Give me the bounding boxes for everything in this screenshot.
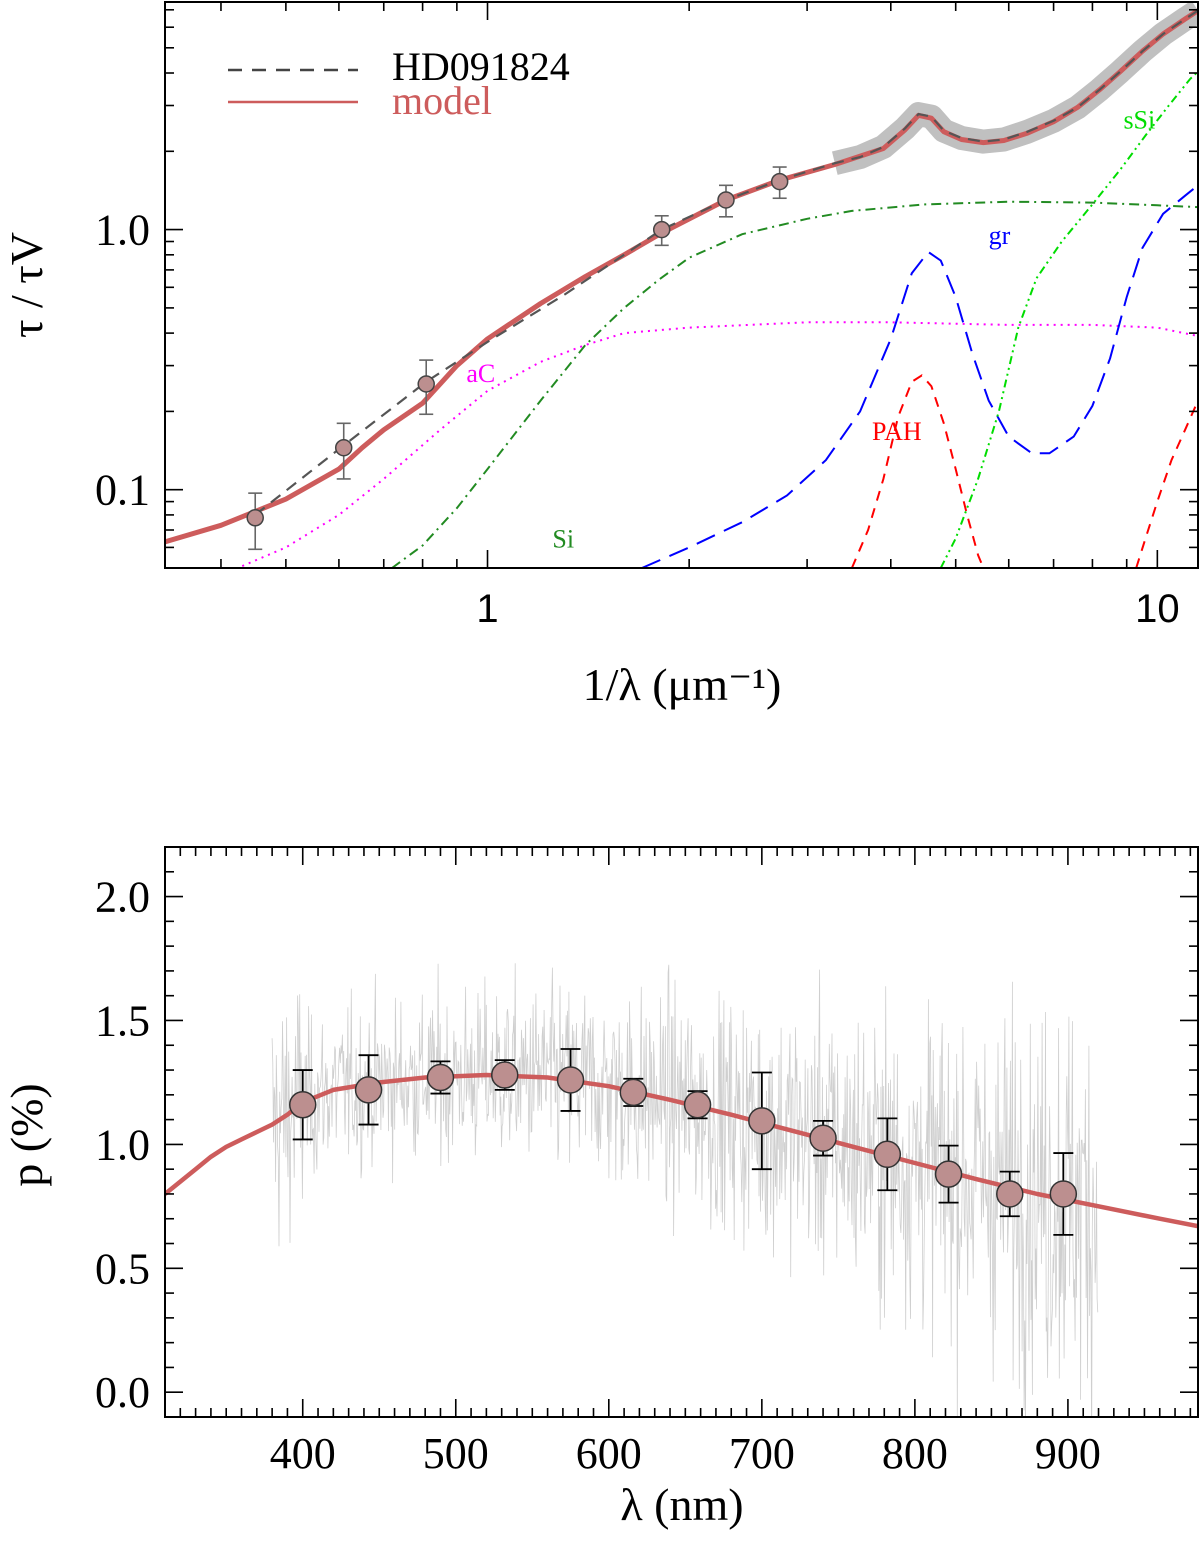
polarization-panel: 400 500 600 700 800 900 0.0 0.5 1.0 1.5 2.0 λ (nm)… xyxy=(1,846,1199,1530)
component-label-Si: Si xyxy=(552,524,574,553)
bottom-ytick-label-0.0: 0.0 xyxy=(95,1368,150,1417)
polarization-point-4 xyxy=(556,1066,585,1094)
extinction-x-axis-title: 1/λ (μm⁻¹) xyxy=(583,659,782,710)
polarization-point-3 xyxy=(490,1061,519,1089)
polarization-point-9 xyxy=(873,1140,902,1169)
extinction-point-0 xyxy=(246,509,264,527)
legend: HD091824 model xyxy=(228,44,570,123)
legend-label-observed: HD091824 xyxy=(392,44,570,89)
component-curve-PAH-uv xyxy=(1135,400,1198,568)
legend-label-model: model xyxy=(392,78,492,123)
component-label-aC: aC xyxy=(466,359,495,388)
polarization-spectrum-noise xyxy=(271,963,1099,1417)
bottom-ytick-label-0.5: 0.5 xyxy=(95,1244,150,1293)
extinction-plot-frame xyxy=(164,1,1199,569)
top-ytick-label-0.1: 0.1 xyxy=(95,466,150,515)
component-label-sSi: sSi xyxy=(1123,105,1155,134)
polarization-plot-frame xyxy=(164,846,1199,1418)
component-curve-Si xyxy=(391,200,1198,568)
top-ytick-label-1.0: 1.0 xyxy=(95,206,150,255)
polarization-point-0 xyxy=(288,1090,317,1119)
polarization-y-axis-title: p (%) xyxy=(1,1083,52,1186)
extinction-point-2 xyxy=(417,375,435,393)
extinction-panel: 1 10 0.1 1.0 HD091824 model 1/λ (μm⁻¹) τ / … xyxy=(1,1,1199,710)
polarization-point-10 xyxy=(934,1160,963,1188)
polarization-point-5 xyxy=(619,1078,648,1107)
polarization-point-2 xyxy=(426,1063,455,1092)
bottom-xtick-label-500: 500 xyxy=(423,1429,489,1478)
observed-curve xyxy=(254,9,1198,516)
bottom-xtick-label-700: 700 xyxy=(729,1429,795,1478)
polarization-point-7 xyxy=(748,1107,776,1135)
component-curve-aC xyxy=(235,321,1198,568)
component-curve-sSi xyxy=(939,70,1198,568)
extinction-point-1 xyxy=(334,438,353,457)
top-xtick-label-1: 1 xyxy=(476,587,498,631)
polarization-point-11 xyxy=(996,1180,1024,1208)
bottom-xtick-label-600: 600 xyxy=(576,1429,642,1478)
extinction-point-3 xyxy=(652,220,671,239)
polarization-model-curve xyxy=(165,1072,1198,1229)
component-label-PAH: PAH xyxy=(872,417,922,446)
bottom-xtick-label-400: 400 xyxy=(270,1429,336,1478)
top-xtick-label-10: 10 xyxy=(1135,587,1180,631)
component-curve-PAH xyxy=(850,374,985,568)
component-curve-gr xyxy=(641,184,1198,568)
polarization-point-6 xyxy=(683,1090,712,1119)
component-label-gr: gr xyxy=(989,221,1011,250)
model-curve xyxy=(165,8,1198,545)
polarization-x-axis-title: λ (nm) xyxy=(620,1479,743,1530)
polarization-point-8 xyxy=(809,1124,837,1152)
extinction-y-axis-title: τ / τV xyxy=(1,232,52,338)
bottom-xtick-label-900: 900 xyxy=(1035,1429,1101,1478)
bottom-ytick-label-2.0: 2.0 xyxy=(95,873,150,922)
polarization-point-1 xyxy=(354,1076,383,1104)
extinction-point-4 xyxy=(717,191,735,209)
polarization-point-12 xyxy=(1049,1180,1078,1208)
bottom-xtick-label-800: 800 xyxy=(882,1429,948,1478)
bottom-ytick-label-1.5: 1.5 xyxy=(95,996,150,1045)
extinction-point-5 xyxy=(770,172,789,191)
bottom-ytick-label-1.0: 1.0 xyxy=(95,1120,150,1169)
